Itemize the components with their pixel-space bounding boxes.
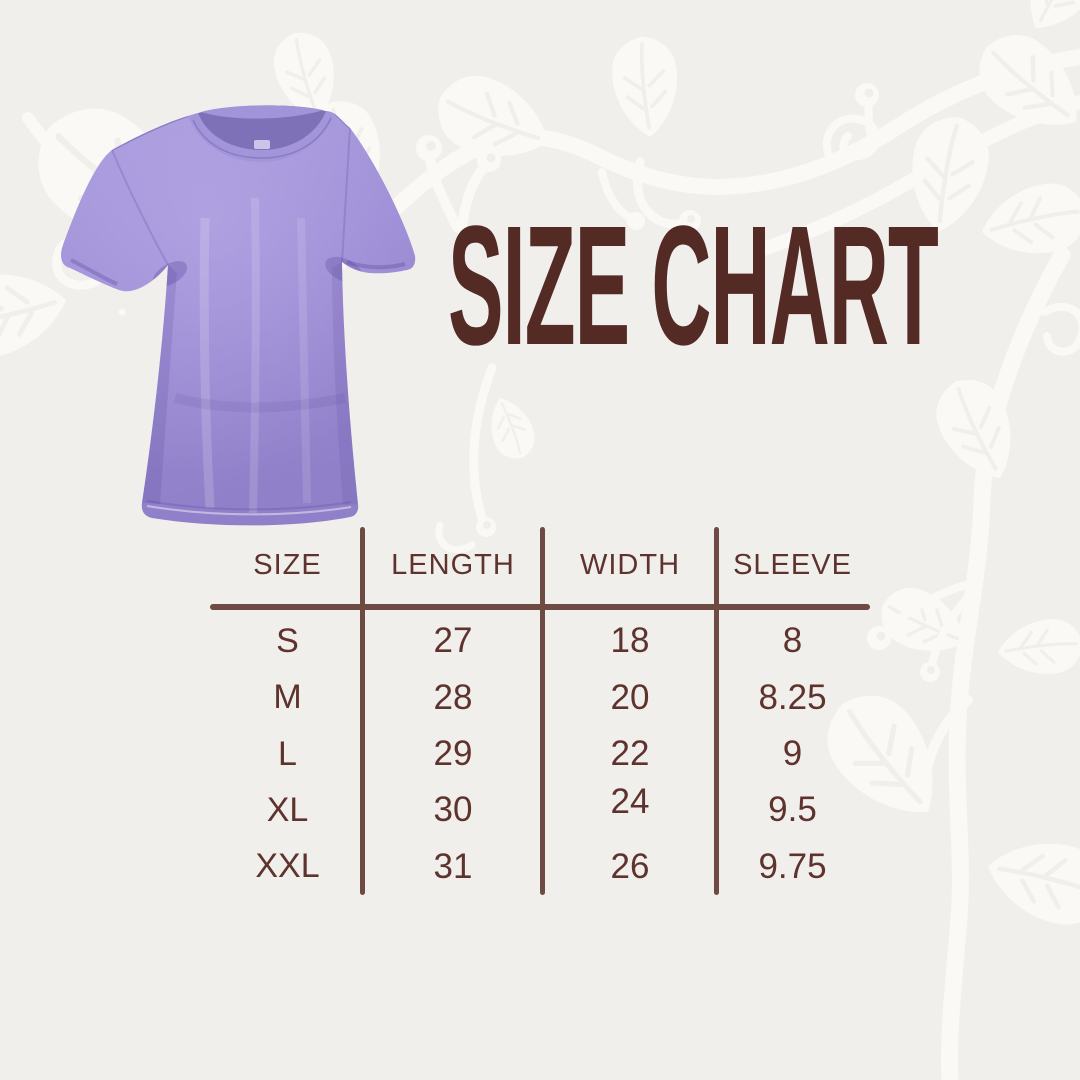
cell-l-sleeve: 9 (782, 734, 803, 774)
cell-s-length: 27 (433, 621, 473, 661)
table-row-xxl: XXL 31 26 9.75 (212, 839, 868, 895)
cell-xxl-width: 26 (610, 846, 650, 886)
header-sleeve: SLEEVE (733, 549, 852, 581)
table-row-l: L 29 22 9 (212, 726, 868, 782)
table-divider-2 (540, 527, 545, 895)
table-divider-1 (360, 527, 365, 895)
table-header-row: SIZE LENGTH WIDTH SLEEVE (212, 527, 868, 604)
table-row-s: S 27 18 8 (212, 613, 868, 669)
table-row-m: M 28 20 8.25 (212, 669, 868, 725)
branch-top-center (264, 23, 1080, 270)
leaf-cluster-top-right (753, 0, 1080, 268)
table-row-xl: XL 30 24 9.5 (212, 782, 868, 838)
cell-xl-size: XL (266, 790, 309, 829)
tshirt-collar (188, 105, 335, 162)
neck-label (254, 140, 270, 149)
cell-m-sleeve: 8.25 (758, 677, 827, 717)
cell-xxl-size: XXL (255, 847, 320, 886)
cell-xl-sleeve: 9.5 (768, 790, 817, 830)
branch-right-side (808, 246, 1080, 1080)
cell-l-size: L (278, 734, 297, 773)
cell-s-width: 18 (610, 621, 650, 661)
tshirt-image (61, 105, 416, 526)
cell-xl-length: 30 (433, 790, 473, 830)
table-divider-3 (714, 527, 719, 895)
size-table: SIZE LENGTH WIDTH SLEEVE S 27 18 8 M 28 … (210, 527, 870, 895)
cell-m-width: 20 (610, 677, 650, 717)
cell-m-size: M (273, 678, 302, 717)
page-title: SIZE CHART (448, 191, 939, 381)
header-width: WIDTH (579, 549, 681, 581)
cell-l-width: 22 (610, 734, 650, 774)
table-header-rule (210, 604, 870, 610)
cell-xxl-sleeve: 9.75 (758, 846, 827, 886)
header-length: LENGTH (391, 549, 515, 581)
cell-xxl-length: 31 (433, 846, 473, 886)
header-size: SIZE (253, 549, 322, 581)
cell-m-length: 28 (433, 677, 473, 717)
table-body: S 27 18 8 M 28 20 8.25 L 29 22 9 XL 30 2… (212, 613, 868, 895)
cell-xl-width: 24 (610, 782, 650, 822)
cell-l-length: 29 (433, 734, 473, 774)
sprig-mid-left (435, 363, 543, 554)
cell-s-size: S (276, 621, 299, 660)
cell-s-sleeve: 8 (782, 621, 803, 661)
tshirt-body (61, 105, 416, 526)
